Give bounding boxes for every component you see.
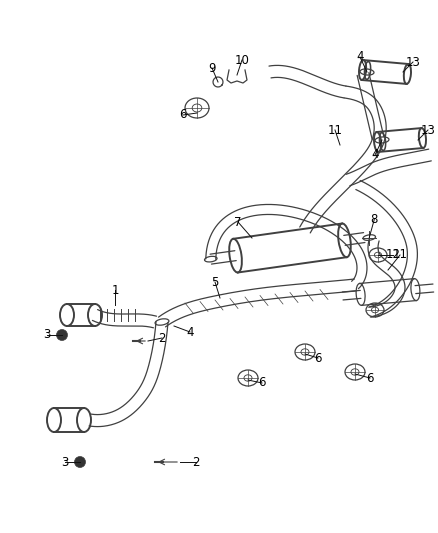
Text: 4: 4 [186,326,194,338]
Ellipse shape [57,329,67,341]
Text: 1: 1 [111,284,119,296]
Text: 11: 11 [328,124,343,136]
Text: 3: 3 [61,456,69,469]
Text: 13: 13 [420,124,435,136]
Text: 13: 13 [406,55,420,69]
Text: 6: 6 [366,372,374,384]
Text: 4: 4 [356,51,364,63]
Text: 2: 2 [158,332,166,344]
Text: 4: 4 [371,149,379,161]
Text: 9: 9 [208,61,216,75]
Text: 6: 6 [314,351,322,365]
Text: 10: 10 [235,53,249,67]
Text: 8: 8 [371,213,378,226]
Text: 6: 6 [179,109,187,122]
Ellipse shape [74,456,85,467]
Text: 6: 6 [258,376,266,390]
Text: 7: 7 [234,215,242,229]
Text: 12: 12 [385,248,400,262]
Text: 5: 5 [211,276,219,288]
Text: 2: 2 [192,456,200,469]
Text: 3: 3 [43,328,51,342]
Text: 11: 11 [392,248,407,262]
